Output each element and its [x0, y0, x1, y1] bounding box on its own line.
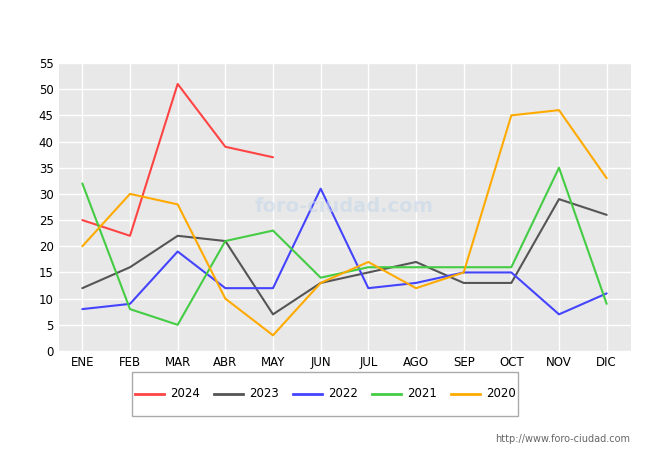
Text: Matriculaciones de Vehiculos en Cox: Matriculaciones de Vehiculos en Cox	[161, 18, 489, 36]
Text: 2022: 2022	[328, 387, 358, 400]
Text: 2020: 2020	[486, 387, 515, 400]
Text: 2021: 2021	[407, 387, 437, 400]
Text: 2024: 2024	[170, 387, 200, 400]
FancyBboxPatch shape	[132, 373, 518, 416]
Text: foro-ciudad.com: foro-ciudad.com	[255, 198, 434, 216]
Text: http://www.foro-ciudad.com: http://www.foro-ciudad.com	[495, 434, 630, 444]
Text: 2023: 2023	[249, 387, 279, 400]
